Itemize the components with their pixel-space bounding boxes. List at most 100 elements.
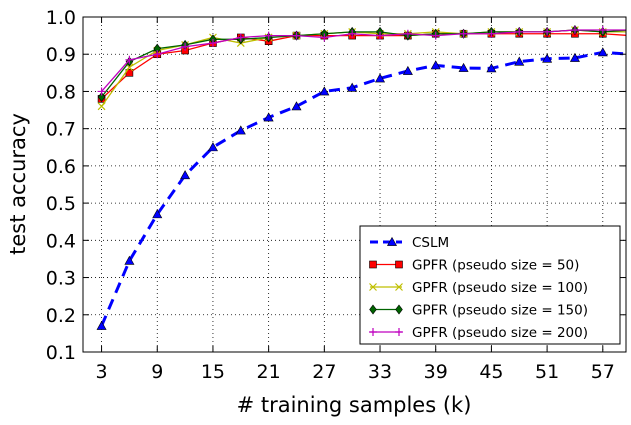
series-1-point [625, 57, 626, 59]
legend-item-3-marker [369, 283, 377, 291]
series-1-point [207, 142, 218, 152]
series-5-point [431, 31, 440, 40]
series-1-point [124, 255, 135, 265]
series-1-point [235, 125, 246, 135]
legend-item-3: GPFR (pseudo size = 100) [369, 280, 588, 296]
series-1-point [597, 47, 608, 57]
series-5-point [598, 26, 607, 35]
x-tick-label: 21 [257, 361, 281, 383]
series-5-point [627, 26, 631, 34]
series-2-line [101, 33, 626, 100]
series-5-point [125, 55, 134, 64]
series-5-line [101, 29, 626, 92]
x-axis-label: # training samples (k) [237, 393, 472, 417]
legend-item-1-label: CSLM [412, 235, 449, 251]
series-1-point [180, 170, 191, 180]
y-tick-label: 0.3 [46, 268, 76, 290]
series-1-point [430, 60, 441, 70]
x-tick-label: 33 [368, 361, 392, 383]
series-5-point [487, 29, 496, 38]
y-tick-label: 0.2 [46, 305, 76, 327]
y-tick-label: 0.7 [46, 119, 76, 141]
series-1-point [458, 62, 469, 72]
series-1-point [486, 63, 497, 73]
series-5-point [348, 29, 357, 38]
y-tick-label: 1.0 [46, 7, 76, 29]
legend-item-2: GPFR (pseudo size = 50) [369, 258, 579, 274]
x-tick-label: 15 [201, 361, 225, 383]
series-3-point [627, 28, 631, 35]
series-1-point [514, 56, 525, 66]
legend-item-1-marker [386, 236, 398, 246]
y-tick-label: 0.4 [46, 230, 76, 252]
y-tick-label: 0.8 [46, 81, 76, 103]
x-tick-label: 57 [591, 361, 615, 383]
legend-item-5-label: GPFR (pseudo size = 200) [412, 325, 588, 341]
series-5-point [320, 33, 329, 42]
series-4-line [101, 29, 626, 98]
legend-item-4-label: GPFR (pseudo size = 150) [412, 303, 588, 319]
x-tick-label: 27 [312, 361, 336, 383]
x-tick-label: 9 [151, 361, 163, 383]
series-1-point [542, 53, 553, 63]
series-1 [96, 47, 626, 330]
legend-item-1: CSLM [370, 235, 449, 251]
series-5-point [376, 31, 385, 40]
legend-item-5-marker [369, 328, 377, 336]
y-tick-label: 0.6 [46, 156, 76, 178]
series-2-point [627, 32, 631, 39]
series-5 [97, 26, 631, 96]
series-3-line [101, 29, 626, 107]
series-4 [97, 25, 631, 103]
plot-frame [82, 16, 627, 353]
y-axis-label: test accuracy [6, 113, 30, 255]
legend-item-5-marker [395, 328, 403, 336]
series-1-point [152, 209, 163, 219]
series-5-point [292, 31, 301, 40]
legend-box [359, 225, 621, 345]
x-tick-label: 3 [96, 361, 108, 383]
series-1-point [96, 320, 107, 330]
series-1-point [263, 112, 274, 122]
series-5-point [181, 42, 190, 51]
series-5-point [515, 27, 524, 36]
y-tick-label: 0.9 [46, 44, 76, 66]
legend-item-3-marker [395, 283, 403, 291]
x-tick-label: 45 [479, 361, 503, 383]
legend-item-3-label: GPFR (pseudo size = 100) [412, 280, 588, 296]
series-group [96, 25, 631, 330]
series-1-point [347, 82, 358, 92]
legend-item-4-marker [369, 304, 377, 315]
series-5-point [543, 27, 552, 36]
series-5-point [97, 87, 106, 96]
legend-item-2-label: GPFR (pseudo size = 50) [412, 258, 579, 274]
series-5-point [236, 33, 245, 42]
series-1-point [375, 73, 386, 83]
series-4-point [97, 92, 106, 103]
axis-ticks: 3 9 15 21 27 33 39 45 51 570.10.20.30.40.50.60.70… [46, 7, 626, 383]
series-5-point [459, 29, 468, 38]
y-tick-label: 0.5 [46, 193, 76, 215]
series-4-point [627, 26, 631, 35]
legend-items: CSLM GPFR (pseudo size = 50) GPFR (pseudo … [369, 235, 588, 341]
x-tick-label: 51 [535, 361, 559, 383]
legend-item-2-marker [395, 260, 403, 269]
legend-item-5: GPFR (pseudo size = 200) [369, 325, 588, 341]
series-5-point [264, 31, 273, 40]
series-5-point [153, 50, 162, 59]
series-3-point [97, 102, 106, 111]
series-1-point [291, 101, 302, 111]
series-3 [97, 26, 631, 111]
legend-item-4: GPFR (pseudo size = 150) [369, 303, 588, 319]
series-1-point [402, 65, 413, 75]
legend-item-2-marker [369, 260, 377, 269]
legend-item-4-marker [395, 304, 403, 315]
legend: CSLM GPFR (pseudo size = 50) GPFR (pseudo … [359, 225, 621, 345]
series-1-point [569, 52, 580, 62]
series-5-point [570, 26, 579, 35]
series-5-point [403, 29, 412, 38]
series-1-point [319, 86, 330, 96]
y-tick-label: 0.1 [46, 342, 76, 364]
series-5-point [208, 39, 217, 48]
